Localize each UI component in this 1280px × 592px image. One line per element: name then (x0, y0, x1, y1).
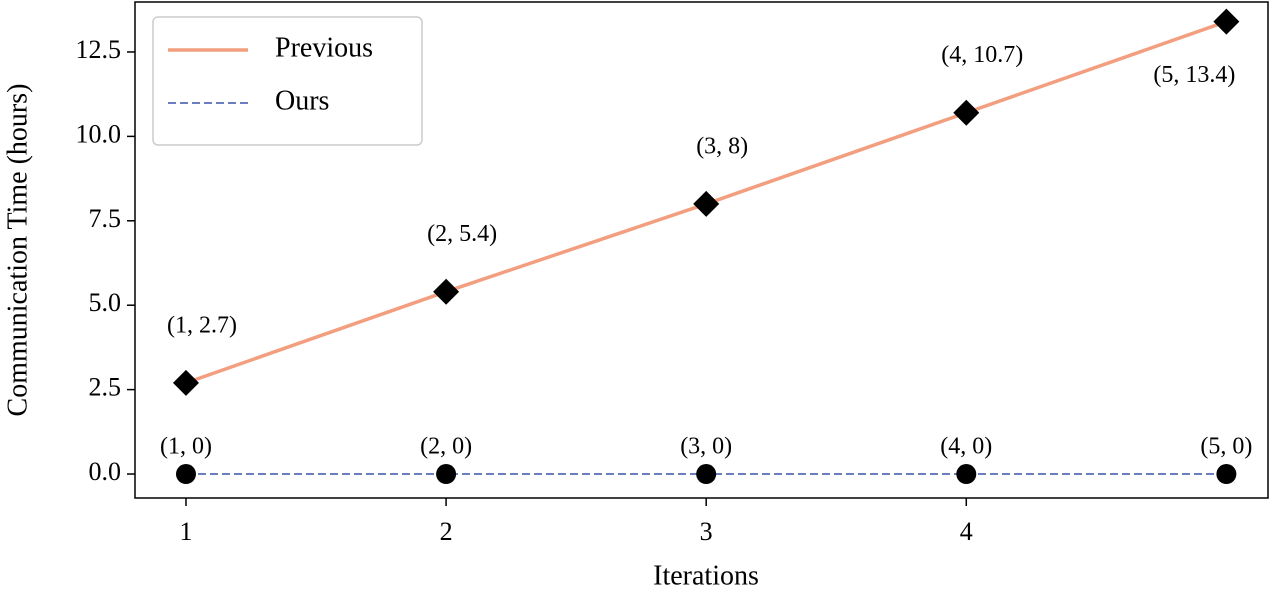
y-tick-label: 10.0 (76, 119, 122, 148)
data-label: (3, 0) (680, 434, 732, 460)
x-tick-label: 4 (960, 517, 973, 546)
y-tick-label: 7.5 (89, 204, 122, 233)
y-tick-label: 2.5 (89, 373, 122, 402)
legend-label: Ours (275, 85, 329, 116)
data-label: (1, 2.7) (167, 312, 237, 338)
data-label: (4, 10.7) (941, 42, 1023, 68)
legend-label: Previous (275, 32, 373, 63)
y-tick-label: 0.0 (89, 457, 122, 486)
data-label: (1, 0) (160, 434, 212, 460)
x-tick-label: 2 (440, 517, 453, 546)
y-tick-label: 12.5 (76, 35, 122, 64)
point-marker (172, 369, 199, 396)
data-label: (2, 5.4) (427, 221, 497, 247)
data-label: (3, 8) (696, 133, 748, 159)
data-label: (5, 0) (1200, 434, 1252, 460)
point-marker (436, 464, 457, 485)
x-tick-label: 1 (179, 517, 192, 546)
data-label: (2, 0) (420, 434, 472, 460)
plot-frame (134, 1, 1269, 499)
point-marker (693, 190, 720, 217)
y-tick-label: 5.0 (89, 288, 122, 317)
data-label: (4, 0) (940, 434, 992, 460)
point-marker (696, 464, 717, 485)
y-axis-label: Communication Time (hours) (2, 84, 33, 417)
point-marker (953, 99, 980, 126)
point-marker (175, 464, 196, 485)
data-label: (5, 13.4) (1153, 62, 1235, 88)
point-marker (433, 278, 460, 305)
point-marker (1213, 8, 1240, 35)
point-marker (956, 464, 977, 485)
point-marker (1216, 464, 1237, 485)
x-tick-label: 3 (700, 517, 713, 546)
x-axis-label: Iterations (653, 560, 759, 591)
